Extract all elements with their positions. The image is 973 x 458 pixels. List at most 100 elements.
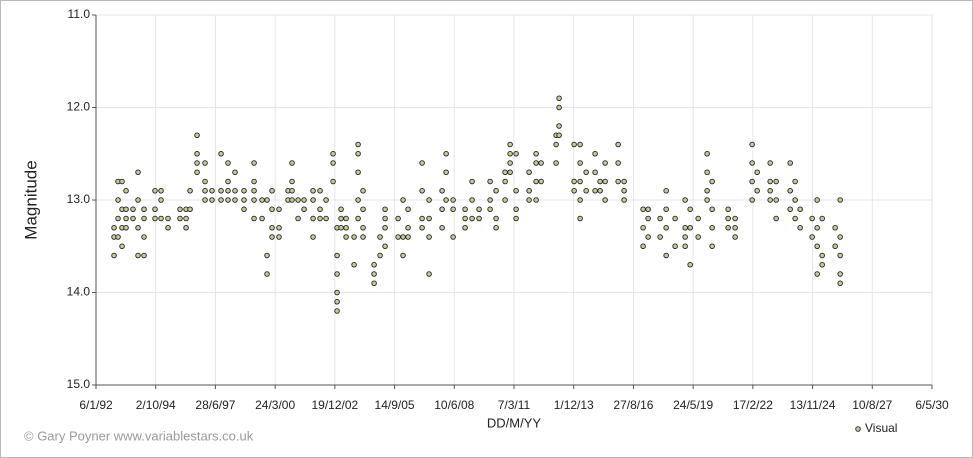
data-point <box>295 197 301 203</box>
data-point <box>355 215 361 222</box>
data-point <box>502 178 508 185</box>
data-point <box>732 224 738 231</box>
data-point <box>556 132 562 138</box>
data-point <box>382 243 388 249</box>
data-point <box>251 215 257 222</box>
data-point <box>837 197 843 203</box>
data-point <box>792 215 798 222</box>
data-point <box>141 206 147 212</box>
data-point <box>754 187 760 194</box>
data-point <box>597 178 603 185</box>
data-point <box>377 234 383 240</box>
data-point <box>809 234 815 240</box>
data-point <box>382 215 388 222</box>
data-point <box>135 197 141 203</box>
data-point <box>202 187 208 194</box>
data-point <box>725 206 731 212</box>
data-point <box>513 215 519 222</box>
data-point <box>187 187 193 194</box>
data-point <box>450 206 456 212</box>
y-axis-label: Magnitude <box>21 160 40 239</box>
data-point <box>119 243 125 249</box>
data-point <box>251 197 257 203</box>
data-point <box>289 187 295 194</box>
data-point <box>621 187 627 194</box>
data-point <box>487 178 493 185</box>
data-point <box>732 234 738 240</box>
data-point <box>640 243 646 249</box>
data-point <box>507 160 513 166</box>
y-tick-label: 14.0 <box>67 285 91 299</box>
data-point <box>462 206 468 212</box>
data-point <box>183 215 189 222</box>
data-point <box>615 141 621 148</box>
data-point <box>704 169 710 175</box>
data-point <box>338 224 344 231</box>
data-point <box>355 197 361 203</box>
data-point <box>241 187 247 194</box>
data-point <box>419 224 425 231</box>
data-point <box>135 252 141 259</box>
data-point <box>426 234 432 240</box>
data-point <box>502 197 508 203</box>
data-point <box>602 197 608 203</box>
data-point <box>663 252 669 259</box>
data-point <box>310 197 316 203</box>
data-point <box>119 178 125 185</box>
x-tick-label: 27/8/16 <box>613 398 653 412</box>
data-point <box>602 178 608 185</box>
data-point <box>209 187 215 194</box>
data-point <box>225 178 231 185</box>
data-point <box>334 271 340 277</box>
data-point <box>426 271 432 277</box>
data-point <box>426 197 432 203</box>
data-point <box>837 280 843 287</box>
data-point <box>526 187 532 194</box>
x-tick-label: 1/12/13 <box>554 398 594 412</box>
data-point <box>450 197 456 203</box>
data-point <box>592 169 598 175</box>
data-point <box>183 224 189 231</box>
data-point <box>577 178 583 185</box>
data-point <box>202 160 208 166</box>
data-point <box>819 262 825 268</box>
data-point <box>269 187 275 194</box>
data-point <box>202 178 208 185</box>
data-point <box>400 197 406 203</box>
data-point <box>276 234 282 240</box>
data-point <box>400 252 406 259</box>
data-point <box>682 197 688 203</box>
data-point <box>360 187 366 194</box>
data-point <box>330 178 336 185</box>
data-point <box>749 178 755 185</box>
data-point <box>269 234 275 240</box>
data-point <box>301 197 307 203</box>
data-point <box>672 215 678 222</box>
data-point <box>837 234 843 240</box>
data-point <box>767 197 773 203</box>
data-point <box>130 215 136 222</box>
data-point <box>405 206 411 212</box>
data-point <box>165 224 171 231</box>
data-point <box>317 206 323 212</box>
data-point <box>405 224 411 231</box>
data-point <box>571 187 577 194</box>
x-tick-label: 17/2/22 <box>733 398 773 412</box>
data-point <box>556 123 562 129</box>
data-point <box>814 271 820 277</box>
data-point <box>334 289 340 296</box>
data-point <box>360 224 366 231</box>
data-point <box>289 160 295 166</box>
x-tick-label: 24/5/19 <box>673 398 713 412</box>
data-point <box>395 215 401 222</box>
data-point <box>334 308 340 314</box>
data-point <box>377 252 383 259</box>
data-point <box>343 215 349 222</box>
data-point <box>123 224 129 231</box>
data-point <box>310 215 316 222</box>
data-point <box>289 197 295 203</box>
x-tick-label: 6/5/30 <box>915 398 949 412</box>
data-point <box>682 224 688 231</box>
